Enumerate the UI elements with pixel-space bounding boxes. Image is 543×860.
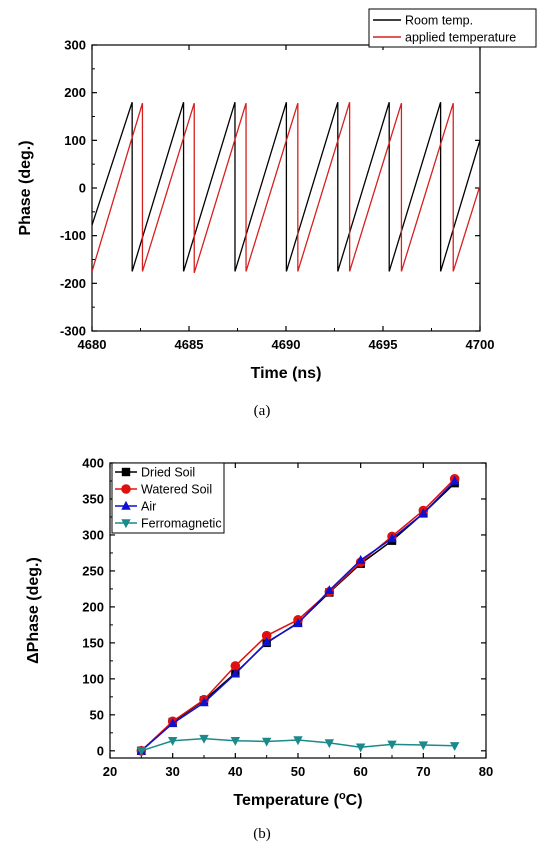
plot-area xyxy=(136,474,460,757)
x-tick-label: 4690 xyxy=(272,337,301,352)
y-tick-label: 100 xyxy=(82,671,104,686)
x-tick-label: 20 xyxy=(103,764,117,779)
x-axis-title-unit: C) xyxy=(346,792,363,809)
legend-box xyxy=(111,462,225,534)
degree-symbol: o xyxy=(339,790,346,802)
legend-label-3: Ferromagnetic xyxy=(141,517,222,531)
series-line-0 xyxy=(92,101,480,272)
y-tick-label: 300 xyxy=(82,527,104,542)
data-point-2 xyxy=(261,636,272,646)
y-axis-title: ΔPhase (deg.) xyxy=(25,557,42,664)
data-point-3 xyxy=(230,737,241,746)
y-tick-label: 200 xyxy=(82,599,104,614)
data-point-2 xyxy=(418,508,429,518)
x-tick-label: 4700 xyxy=(466,337,495,352)
chart-a: 4680 4685 4690 4695 4700 -300 -200 -100 0 100 200 3… xyxy=(17,8,537,419)
legend-label-0: Room temp. xyxy=(405,14,473,28)
data-point-3 xyxy=(167,737,178,746)
data-point-3 xyxy=(136,747,147,757)
x-tick-label: 80 xyxy=(479,764,493,779)
data-point-3 xyxy=(324,739,335,749)
x-axis-title: Time (ns) xyxy=(251,365,322,382)
data-point-2 xyxy=(355,554,366,564)
data-point-1 xyxy=(261,630,272,641)
x-tick-label: 40 xyxy=(228,764,242,779)
data-point-2 xyxy=(324,585,335,595)
y-tick-label: 400 xyxy=(82,456,104,471)
legend-marker-0 xyxy=(121,467,131,477)
y-tick-label: 0 xyxy=(97,743,104,758)
data-point-2 xyxy=(199,697,209,707)
x-axis-title: Temperature (oC) xyxy=(233,790,362,809)
x-tick-label: 60 xyxy=(353,764,367,779)
y-tick-label: 250 xyxy=(82,563,104,578)
figure-caption: (a) xyxy=(254,403,271,419)
x-tick-label: 4680 xyxy=(78,337,107,352)
y-tick-label: 100 xyxy=(64,133,86,148)
data-point-2 xyxy=(449,475,460,485)
y-tick-label: 350 xyxy=(82,491,104,506)
y-axis-title: Phase (deg.) xyxy=(17,140,34,235)
x-tick-label: 30 xyxy=(165,764,179,779)
y-tick-label: 50 xyxy=(90,707,104,722)
data-point-2 xyxy=(230,668,241,678)
y-tick-label: -200 xyxy=(60,276,86,291)
data-point-3 xyxy=(449,742,460,751)
chart-b: 20 30 40 50 60 70 80 0 50 100 150 200 250 300 350 400 Te… xyxy=(25,456,493,843)
legend-marker-3 xyxy=(121,519,131,529)
data-point-3 xyxy=(199,734,209,744)
legend-label-0: Dried Soil xyxy=(141,466,195,480)
x-tick-label: 4685 xyxy=(175,337,204,352)
data-point-2 xyxy=(293,618,303,628)
plot-area xyxy=(92,101,480,274)
y-tick-label: 150 xyxy=(82,635,104,650)
y-tick-label: -300 xyxy=(60,324,86,339)
data-point-3 xyxy=(418,741,429,751)
y-tick-label: -100 xyxy=(60,228,86,243)
series-line-1 xyxy=(92,102,480,274)
data-point-3 xyxy=(293,736,303,746)
x-axis-title-part: Temperature ( xyxy=(233,792,339,809)
legend-box xyxy=(368,8,537,48)
data-point-3 xyxy=(355,743,366,753)
legend-label-1: applied temperature xyxy=(405,31,516,45)
y-tick-label: 0 xyxy=(79,181,86,196)
legend-label-2: Air xyxy=(141,500,156,514)
data-point-1 xyxy=(230,661,241,671)
y-tick-label: 200 xyxy=(64,85,86,100)
data-point-2 xyxy=(387,533,397,543)
legend-marker-1 xyxy=(121,484,131,494)
legend-label-1: Watered Soil xyxy=(141,483,212,497)
data-point-3 xyxy=(261,737,272,747)
x-tick-label: 70 xyxy=(416,764,430,779)
legend-marker-2 xyxy=(121,500,131,510)
x-tick-label: 50 xyxy=(291,764,305,779)
x-tick-label: 4695 xyxy=(369,337,398,352)
data-point-3 xyxy=(387,740,397,750)
figure-caption: (b) xyxy=(253,826,271,842)
data-point-2 xyxy=(167,718,178,728)
y-tick-label: 300 xyxy=(64,38,86,53)
